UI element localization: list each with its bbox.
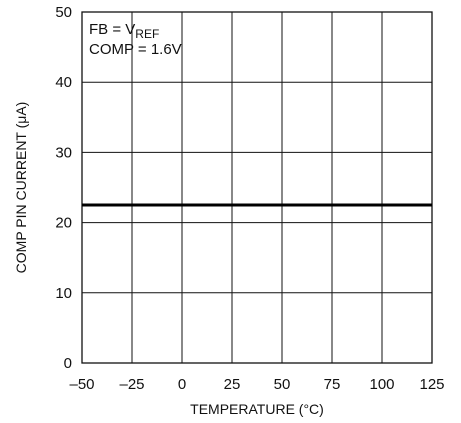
y-tick-label: 0 [64,355,72,372]
annotation-comp-line: COMP = 1.6V [89,41,182,58]
x-tick-labels: –50 –25 0 25 50 75 100 125 [69,376,444,393]
x-tick-label: 75 [324,376,341,393]
annotation-fb-prefix: FB = V [89,21,135,38]
x-tick-label: 0 [178,376,186,393]
x-tick-label: –50 [69,376,94,393]
x-axis-title: TEMPERATURE (°C) [190,401,324,417]
x-tick-label: 25 [224,376,241,393]
y-axis-title: COMP PIN CURRENT (μA) [13,102,29,274]
y-tick-labels: 0 10 20 30 40 50 [55,4,72,372]
x-tick-label: –25 [119,376,144,393]
x-tick-label: 125 [419,376,444,393]
x-tick-label: 100 [369,376,394,393]
annotation-fb-subscript: REF [135,27,159,41]
y-tick-label: 50 [55,4,72,21]
y-tick-label: 20 [55,215,72,232]
y-tick-label: 40 [55,74,72,91]
x-tick-label: 50 [274,376,291,393]
plot-frame [81,11,433,364]
annotation-fb-line: FB = VREF [89,21,159,41]
y-tick-label: 10 [55,285,72,302]
y-tick-label: 30 [55,144,72,161]
grid-lines [82,12,432,363]
